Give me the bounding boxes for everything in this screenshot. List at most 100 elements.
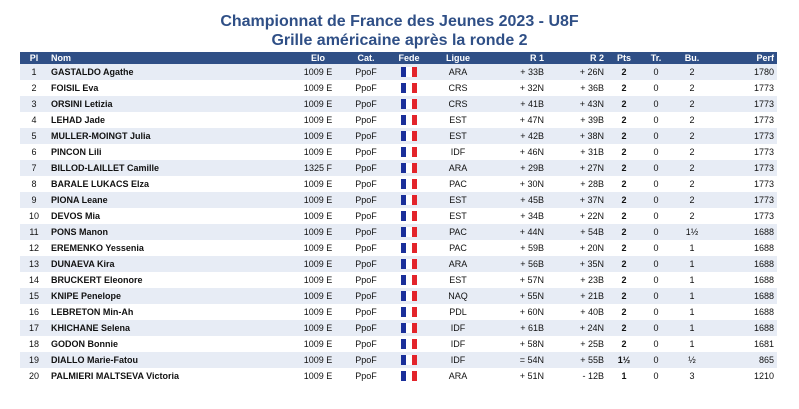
col-header-ligue[interactable]: Ligue — [429, 52, 487, 64]
player-name-link[interactable]: DIALLO Marie-Fatou — [48, 352, 293, 368]
col-header-cat[interactable]: Cat. — [343, 52, 389, 64]
cell-bu: 1 — [671, 288, 713, 304]
cell-r2: + 22N — [579, 211, 604, 221]
cell-perf: 1773 — [753, 83, 774, 93]
cell-fede — [389, 256, 429, 272]
col-header-r2[interactable]: R 2 — [547, 52, 607, 64]
cell-fede — [389, 128, 429, 144]
table-row: 12 EREMENKO Yessenia 1009 E PpoF PAC + 59B + 2… — [20, 240, 777, 256]
cell-elo: 1009 E — [293, 288, 343, 304]
cell-cat: PpoF — [355, 211, 377, 221]
cell-pts: 2 — [607, 96, 641, 112]
cell-perf: 1773 — [753, 179, 774, 189]
cell-perf: 1773 — [713, 192, 777, 208]
col-header-perf[interactable]: Perf — [713, 52, 777, 64]
cell-pts: 2 — [607, 288, 641, 304]
cell-bu: 2 — [671, 128, 713, 144]
table-row: 11 PONS Manon 1009 E PpoF PAC + 44N + 54B 2 0 1½ 1… — [20, 224, 777, 240]
cell-pl: 12 — [28, 243, 39, 253]
cell-ligue: PAC — [429, 224, 487, 240]
cell-ligue: ARA — [429, 160, 487, 176]
player-name-link[interactable]: BRUCKERT Eleonore — [51, 275, 143, 285]
cell-r1: + 60N — [519, 307, 544, 317]
cell-bu: 1 — [671, 256, 713, 272]
cell-perf: 1780 — [713, 64, 777, 80]
player-name-link[interactable]: LEHAD Jade — [51, 115, 106, 125]
cell-perf: 1681 — [753, 339, 774, 349]
player-name-link[interactable]: KHICHANE Selena — [48, 320, 293, 336]
col-header-pts[interactable]: Pts — [607, 52, 641, 64]
cell-r1: + 32N — [519, 83, 544, 93]
cell-perf: 1773 — [713, 128, 777, 144]
cell-pts: 2 — [621, 147, 627, 157]
col-header-pl[interactable]: Pl — [20, 52, 48, 64]
cell-cat: PpoF — [343, 288, 389, 304]
cell-fede — [389, 96, 429, 112]
cell-pl: 5 — [20, 128, 48, 144]
cell-fede — [389, 192, 429, 208]
france-flag-icon — [401, 131, 417, 142]
cell-cat: PpoF — [355, 243, 377, 253]
player-name-link[interactable]: BARALE LUKACS Elza — [51, 179, 150, 189]
col-header-elo[interactable]: Elo — [293, 52, 343, 64]
cell-fede — [389, 368, 429, 384]
table-row: 13 DUNAEVA Kira 1009 E PpoF ARA + 56B + 35N 2 0 1… — [20, 256, 777, 272]
cell-r1: + 59B — [520, 243, 544, 253]
player-name-link[interactable]: DUNAEVA Kira — [48, 256, 293, 272]
cell-bu: 1 — [689, 307, 695, 317]
player-name-link[interactable]: GASTALDO Agathe — [48, 64, 293, 80]
table-row: 19 DIALLO Marie-Fatou 1009 E PpoF IDF = 54N + … — [20, 352, 777, 368]
player-name-link[interactable]: PIONA Leane — [48, 192, 293, 208]
cell-cat: PpoF — [343, 160, 389, 176]
cell-bu: 1 — [689, 339, 695, 349]
cell-r2: + 28B — [580, 179, 604, 189]
cell-elo: 1009 E — [303, 371, 333, 381]
cell-ligue: CRS — [429, 96, 487, 112]
cell-r1: + 29B — [487, 160, 547, 176]
france-flag-icon — [401, 67, 417, 78]
cell-r1: + 44N — [487, 224, 547, 240]
cell-cat: PpoF — [355, 275, 377, 285]
cell-pts: 1 — [621, 371, 627, 381]
cell-fede — [389, 224, 429, 240]
cell-elo: 1009 E — [303, 339, 333, 349]
cell-r2: + 23B — [580, 275, 604, 285]
col-header-nom[interactable]: Nom — [48, 52, 293, 64]
cell-elo: 1009 E — [303, 115, 333, 125]
cell-ligue: IDF — [450, 147, 466, 157]
col-header-bu[interactable]: Bu. — [671, 52, 713, 64]
col-header-tr[interactable]: Tr. — [641, 52, 671, 64]
player-name-link[interactable]: PALMIERI MALTSEVA Victoria — [51, 371, 180, 381]
player-name-link[interactable]: ORSINI Letizia — [48, 96, 293, 112]
player-name-link[interactable]: GODON Bonnie — [51, 339, 118, 349]
cell-tr: 0 — [653, 179, 659, 189]
player-name-link[interactable]: MULLER-MOINGT Julia — [48, 128, 293, 144]
cell-fede — [389, 64, 429, 80]
col-header-r1[interactable]: R 1 — [487, 52, 547, 64]
cell-r2: + 55B — [547, 352, 607, 368]
cell-r1: + 45B — [487, 192, 547, 208]
cell-perf: 1688 — [713, 320, 777, 336]
cell-elo: 1325 F — [293, 160, 343, 176]
player-name-link[interactable]: DEVOS Mia — [51, 211, 101, 221]
player-name-link[interactable]: PINCON Lili — [51, 147, 102, 157]
cell-pl: 8 — [31, 179, 37, 189]
cell-ligue: EST — [429, 192, 487, 208]
cell-cat: PpoF — [343, 64, 389, 80]
player-name-link[interactable]: BILLOD-LAILLET Camille — [48, 160, 293, 176]
cell-r1: + 46N — [519, 147, 544, 157]
cell-r1: = 54N — [487, 352, 547, 368]
cell-r1: + 41B — [487, 96, 547, 112]
player-name-link[interactable]: EREMENKO Yessenia — [51, 243, 144, 253]
cell-ligue: EST — [449, 211, 467, 221]
player-name-link[interactable]: LEBRETON Min-Ah — [51, 307, 134, 317]
cell-r1: + 30N — [519, 179, 544, 189]
col-header-fede[interactable]: Fede — [389, 52, 429, 64]
cell-ligue: PAC — [449, 243, 467, 253]
cell-bu: 2 — [689, 147, 695, 157]
table-row: 7 BILLOD-LAILLET Camille 1325 F PpoF ARA + 29… — [20, 160, 777, 176]
cell-cat: PpoF — [343, 192, 389, 208]
player-name-link[interactable]: KNIPE Penelope — [48, 288, 293, 304]
player-name-link[interactable]: PONS Manon — [48, 224, 293, 240]
player-name-link[interactable]: FOISIL Eva — [51, 83, 99, 93]
